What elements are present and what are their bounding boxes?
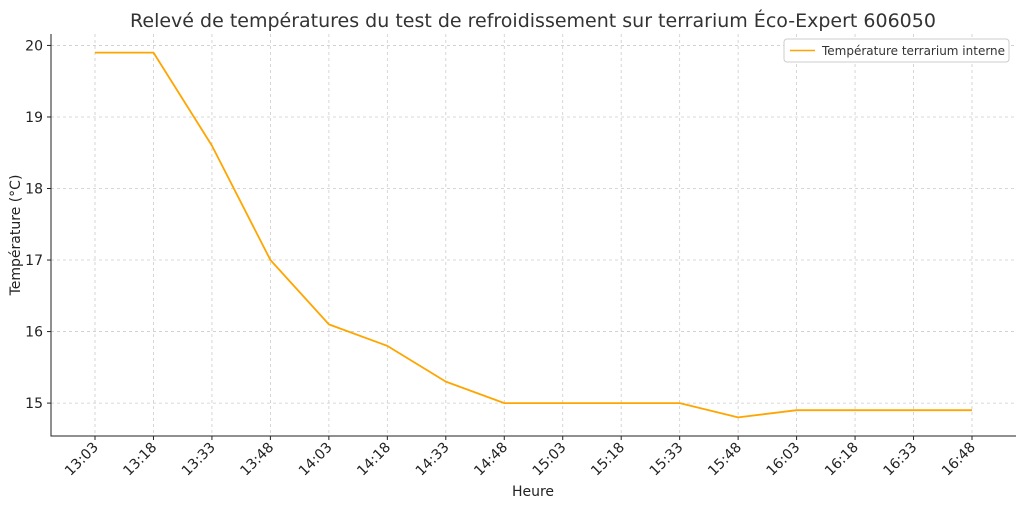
y-tick-label: 19 (25, 110, 43, 126)
x-tick-label: 14:18 (354, 440, 394, 480)
x-tick-label: 15:18 (588, 440, 628, 480)
x-tick-label: 16:03 (764, 440, 804, 480)
y-tick-label: 18 (25, 182, 43, 198)
x-tick-label: 14:03 (296, 440, 336, 480)
x-tick-label: 13:33 (179, 440, 219, 480)
x-tick-label: 13:48 (237, 440, 277, 480)
y-tick-label: 20 (25, 38, 43, 54)
y-tick-label: 15 (25, 396, 43, 412)
x-tick-label: 15:48 (705, 440, 745, 480)
x-tick-label: 16:33 (881, 440, 921, 480)
x-tick-label: 15:33 (647, 440, 687, 480)
legend: Température terrarium interne (783, 38, 1010, 63)
y-tick-label: 16 (25, 325, 43, 341)
axes (50, 34, 1016, 437)
x-axis-ticks: 13:03 13:18 13:33 13:48 14:03 14:18 14:33 14:48… (62, 436, 979, 479)
legend-series-label: Température terrarium interne (821, 44, 1005, 58)
x-axis-label: Heure (512, 484, 554, 500)
chart-title: Relevé de températures du test de refroi… (130, 9, 936, 32)
y-axis-label: Température (°C) (8, 175, 24, 297)
series-line (95, 51, 972, 419)
y-tick-label: 17 (25, 253, 43, 269)
x-tick-label: 15:03 (530, 440, 570, 480)
axis-spines (50, 34, 1016, 437)
y-axis-ticks: 15 16 17 18 19 20 (25, 38, 51, 412)
x-tick-label: 13:03 (62, 440, 102, 480)
x-tick-label: 14:33 (413, 440, 453, 480)
x-tick-label: 16:48 (939, 440, 979, 480)
x-tick-label: 16:18 (822, 440, 862, 480)
series-layer (94, 51, 973, 419)
x-tick-label: 13:18 (120, 440, 160, 480)
x-tick-label: 14:48 (471, 440, 511, 480)
grid (51, 34, 1016, 436)
legend-box (783, 38, 1010, 63)
